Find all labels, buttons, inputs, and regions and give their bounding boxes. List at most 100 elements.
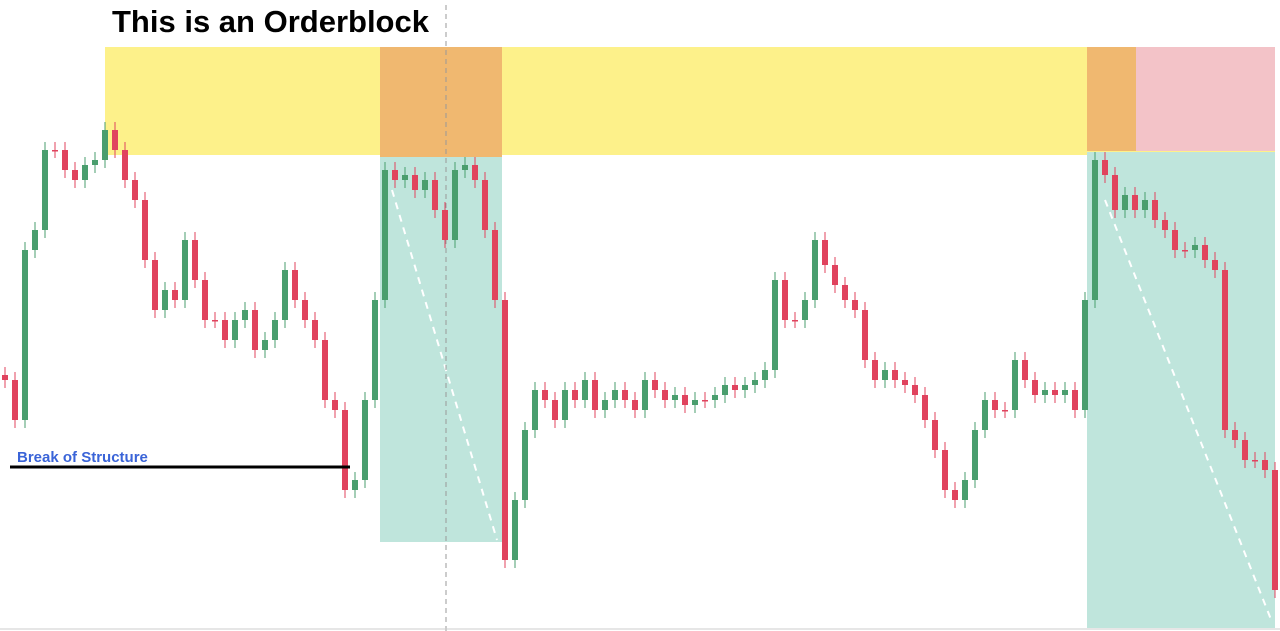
candle-body — [1142, 200, 1148, 210]
candle-body — [1132, 195, 1138, 210]
candle-body — [72, 170, 78, 180]
candle-body — [1202, 245, 1208, 260]
candle-body — [722, 385, 728, 395]
candle-body — [1042, 390, 1048, 395]
candle-body — [502, 300, 508, 560]
candle-body — [62, 150, 68, 170]
candles — [2, 122, 1278, 598]
candle-body — [92, 160, 98, 165]
candle-body — [902, 380, 908, 385]
candle-body — [582, 380, 588, 400]
candle-body — [882, 370, 888, 380]
candle-body — [1102, 160, 1108, 175]
candle-body — [362, 400, 368, 480]
candle-body — [232, 320, 238, 340]
candle-body — [462, 165, 468, 170]
candle-body — [482, 180, 488, 230]
candle-body — [282, 270, 288, 320]
candle-body — [152, 260, 158, 310]
candle-body — [272, 320, 278, 340]
candle-body — [1212, 260, 1218, 270]
candle-body — [632, 400, 638, 410]
target-zone — [1087, 152, 1275, 628]
candle-body — [962, 480, 968, 500]
candle-body — [752, 380, 758, 385]
candle-body — [1092, 160, 1098, 300]
candle-body — [402, 175, 408, 180]
candle-body — [562, 390, 568, 420]
candle-body — [1222, 270, 1228, 430]
candle-body — [912, 385, 918, 395]
candle-body — [1052, 390, 1058, 395]
candle-body — [372, 300, 378, 400]
candle-body — [1182, 250, 1188, 252]
candle-body — [742, 385, 748, 390]
candle-body — [1122, 195, 1128, 210]
stop-zone — [1136, 47, 1275, 151]
candle-body — [1192, 245, 1198, 250]
candle-body — [922, 395, 928, 420]
candle-body — [642, 380, 648, 410]
candle-body — [1242, 440, 1248, 460]
candle-body — [422, 180, 428, 190]
candle-body — [982, 400, 988, 430]
bos-label: Break of Structure — [17, 449, 148, 466]
candle-body — [1272, 470, 1278, 590]
candle-body — [572, 390, 578, 400]
candle-body — [1232, 430, 1238, 440]
candle-body — [842, 285, 848, 300]
candle-body — [172, 290, 178, 300]
candle-body — [212, 320, 218, 322]
orderblock-zone — [105, 47, 1275, 155]
candle-body — [262, 340, 268, 350]
candle-body — [662, 390, 668, 400]
candle-body — [872, 360, 878, 380]
candle-body — [1262, 460, 1268, 470]
candle-body — [52, 150, 58, 152]
candle-body — [1152, 200, 1158, 220]
candle-body — [1062, 390, 1068, 395]
candle-body — [782, 280, 788, 320]
candle-body — [1032, 380, 1038, 395]
candle-body — [862, 310, 868, 360]
candle-body — [352, 480, 358, 490]
candle-body — [712, 395, 718, 400]
candle-body — [1012, 360, 1018, 410]
candle-body — [302, 300, 308, 320]
candle-body — [432, 180, 438, 210]
candle-body — [82, 165, 88, 180]
candle-body — [382, 170, 388, 300]
candle-body — [222, 320, 228, 340]
candle-body — [342, 410, 348, 490]
candle-body — [122, 150, 128, 180]
candle-body — [812, 240, 818, 300]
candle-body — [702, 400, 708, 402]
candle-body — [822, 240, 828, 265]
candle-body — [512, 500, 518, 560]
candle-body — [682, 395, 688, 405]
candle-body — [452, 170, 458, 240]
candle-body — [1002, 410, 1008, 412]
candle-body — [332, 400, 338, 410]
candle-body — [322, 340, 328, 400]
candle-body — [1162, 220, 1168, 230]
projection-line — [391, 189, 498, 541]
candle-body — [2, 375, 8, 380]
projection-line — [1104, 199, 1273, 623]
candle-body — [892, 370, 898, 380]
candle-body — [592, 380, 598, 410]
entry-zone — [1087, 47, 1136, 151]
candle-body — [182, 240, 188, 300]
candle-body — [1082, 300, 1088, 410]
candle-body — [672, 395, 678, 400]
candle-body — [652, 380, 658, 390]
candle-body — [552, 400, 558, 420]
candle-body — [12, 380, 18, 420]
candle-body — [992, 400, 998, 410]
candle-body — [732, 385, 738, 390]
candle-body — [252, 310, 258, 350]
candle-body — [202, 280, 208, 320]
candle-body — [1252, 460, 1258, 462]
entry-zone — [380, 47, 502, 157]
candle-body — [522, 430, 528, 500]
